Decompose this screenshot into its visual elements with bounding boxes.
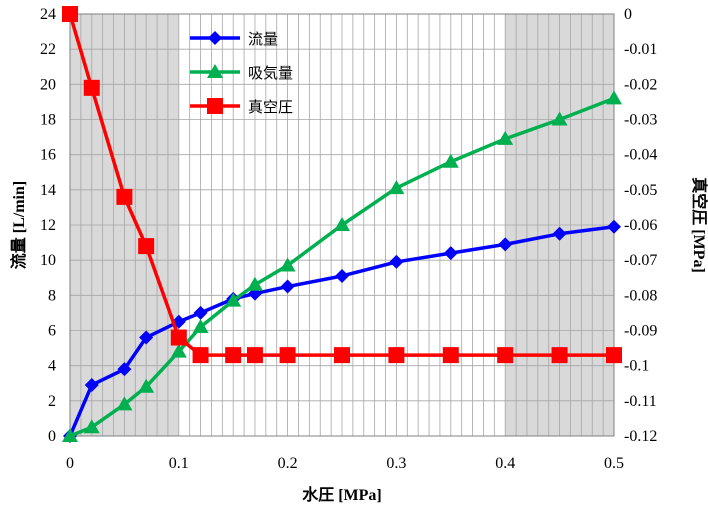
y-tick-label: 14 (40, 182, 56, 199)
data-point (246, 347, 263, 364)
y2-tick-label: -0.09 (624, 323, 657, 340)
data-point (607, 219, 621, 234)
y-tick-label: 6 (48, 323, 56, 340)
data-point (551, 347, 568, 364)
data-point (192, 318, 209, 333)
y2-tick-label: -0.12 (624, 428, 657, 445)
data-point (83, 79, 100, 96)
data-point (388, 180, 405, 195)
y2-tick-label: -0.01 (624, 41, 657, 58)
series-2 (62, 90, 622, 442)
data-point (388, 347, 405, 364)
data-point (334, 347, 350, 364)
data-point (62, 6, 78, 22)
x-tick-label: 0.3 (386, 455, 406, 472)
data-point (279, 347, 296, 364)
data-point (280, 279, 295, 294)
x-tick-label: 0.5 (604, 455, 624, 472)
y-tick-label: 2 (48, 393, 56, 410)
data-point (442, 153, 459, 168)
y-tick-label: 18 (40, 112, 56, 129)
legend-marker (208, 31, 222, 45)
y-axis-title: 流量 [L/min] (9, 181, 28, 269)
data-point (443, 246, 458, 261)
y2-tick-label: 0 (624, 6, 632, 23)
data-point (246, 276, 263, 291)
data-point (83, 419, 100, 434)
data-point (497, 130, 514, 145)
y2-tick-label: -0.02 (624, 76, 657, 93)
data-point (225, 347, 242, 364)
data-point (117, 362, 132, 377)
y-tick-label: 12 (40, 217, 56, 234)
y2-tick-label: -0.05 (624, 182, 657, 199)
data-point (497, 347, 514, 364)
legend-marker (207, 64, 223, 78)
y-tick-label: 10 (40, 252, 56, 269)
y2-tick-label: -0.03 (624, 112, 657, 129)
y2-axis-title: 真空圧 [MPa] (690, 177, 708, 273)
x-axis-title: 水圧 [MPa] (302, 485, 382, 504)
data-point (498, 237, 513, 252)
data-point (116, 396, 133, 411)
data-point (335, 268, 349, 283)
data-point (279, 257, 296, 272)
data-point (389, 254, 404, 269)
legend-item: 真空圧 (190, 98, 293, 116)
legend-item: 流量 (190, 30, 278, 48)
series-3 (62, 6, 622, 364)
data-point (606, 347, 622, 364)
data-point (62, 428, 78, 442)
data-point (334, 217, 350, 231)
legend-item: 吸気量 (190, 64, 293, 82)
data-point (84, 378, 99, 393)
y2-tick-label: -0.1 (624, 358, 649, 375)
data-point (225, 292, 242, 307)
data-point (116, 188, 133, 205)
y2-tick-label: -0.08 (624, 287, 657, 304)
x-tick-label: 0.2 (278, 455, 298, 472)
legend-marker (207, 98, 223, 114)
y2-tick-label: -0.11 (624, 393, 657, 410)
x-tick-label: 0.4 (495, 455, 515, 472)
data-point (139, 330, 154, 345)
x-tick-label: 0 (66, 455, 74, 472)
data-point (138, 378, 155, 393)
grid-lines (70, 14, 614, 436)
y2-tick-label: -0.06 (624, 217, 657, 234)
data-point (442, 347, 459, 364)
y-tick-label: 24 (40, 6, 56, 23)
y-tick-label: 20 (40, 76, 56, 93)
series-layer (62, 6, 622, 443)
data-point (138, 238, 155, 255)
series-1 (63, 219, 621, 443)
y2-tick-label: -0.07 (624, 252, 657, 269)
legend-label: 流量 (248, 30, 278, 48)
y-tick-label: 22 (40, 41, 56, 58)
legend-label: 吸気量 (248, 64, 293, 82)
legend-label: 真空圧 (248, 98, 293, 116)
data-point (170, 343, 187, 358)
data-point (552, 226, 567, 241)
y-tick-label: 0 (48, 428, 56, 445)
y-tick-label: 8 (48, 287, 56, 304)
data-point (551, 111, 568, 126)
y2-tick-label: -0.04 (624, 147, 657, 164)
data-point (606, 90, 622, 105)
y-tick-label: 4 (48, 358, 56, 375)
x-tick-label: 0.1 (169, 455, 189, 472)
data-point (192, 347, 209, 364)
y-tick-label: 16 (40, 147, 56, 164)
data-point (170, 329, 187, 346)
data-point (193, 305, 208, 320)
